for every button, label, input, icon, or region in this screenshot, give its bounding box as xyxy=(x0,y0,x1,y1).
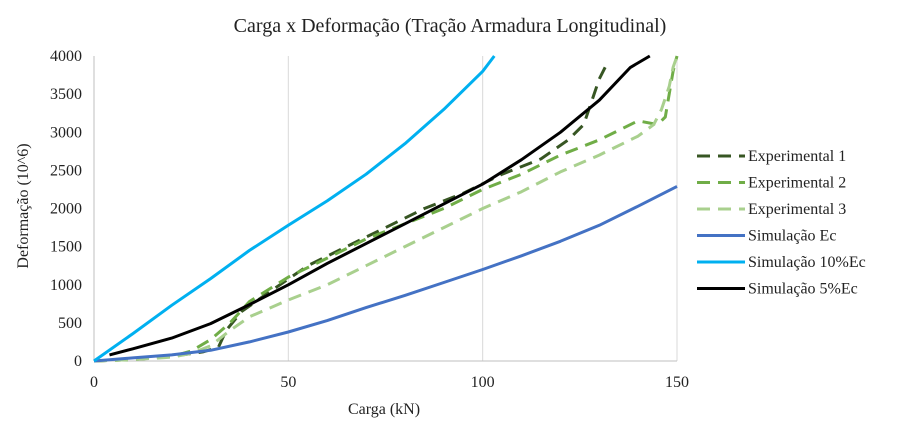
chart-title: Carga x Deformação (Tração Armadura Long… xyxy=(234,15,667,37)
series-line-6 xyxy=(109,54,651,357)
legend-label-2: Experimental 2 xyxy=(748,175,846,192)
x-tick-label: 0 xyxy=(90,374,98,391)
y-tick-label: 3500 xyxy=(50,86,82,103)
series-layer xyxy=(93,54,679,363)
legend-label-6: Simulação 5%Ec xyxy=(748,281,858,298)
y-tick-label: 3000 xyxy=(50,124,82,141)
legend-label-4: Simulação Ec xyxy=(748,228,836,245)
legend-label-3: Experimental 3 xyxy=(748,201,846,218)
y-tick-label: 2500 xyxy=(50,162,82,179)
y-tick-label: 0 xyxy=(74,353,82,370)
x-axis-label: Carga (kN) xyxy=(348,401,420,418)
series-line-1 xyxy=(93,62,609,363)
series-line-2 xyxy=(93,55,679,363)
series-line-3 xyxy=(93,55,679,363)
y-tick-label: 500 xyxy=(58,315,82,332)
y-tick-label: 1500 xyxy=(50,239,82,256)
series-line-4 xyxy=(93,185,678,363)
x-tick-label: 150 xyxy=(665,374,689,391)
series-line-5 xyxy=(93,55,496,363)
x-tick-label: 50 xyxy=(280,374,296,391)
legend-label-1: Experimental 1 xyxy=(748,148,846,165)
legend-label-5: Simulação 10%Ec xyxy=(748,254,866,271)
y-tick-label: 1000 xyxy=(50,277,82,294)
y-tick-label: 4000 xyxy=(50,48,82,65)
axis-layer: 0 50 100 1500500100015002000250030003500400… xyxy=(50,48,689,391)
legend: Experimental 1 Experimental 2 Experimental… xyxy=(697,148,866,298)
y-axis-label: Deformação (10^6) xyxy=(15,143,32,268)
x-tick-label: 100 xyxy=(471,374,495,391)
y-tick-label: 2000 xyxy=(50,201,82,218)
